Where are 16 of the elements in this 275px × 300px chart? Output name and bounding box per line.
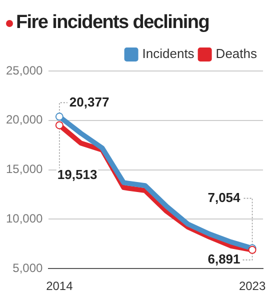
legend-label: Deaths <box>216 46 258 62</box>
y-tick-label: 10,000 <box>6 212 44 226</box>
y-tick-label: 5,000 <box>12 260 44 275</box>
y-tick-label: 20,000 <box>6 112 44 127</box>
point <box>55 121 64 130</box>
annotation: 7,054 <box>208 190 242 205</box>
legend-label: Incidents <box>142 46 195 62</box>
annotation: 20,377 <box>69 94 110 110</box>
y-tick-label: 25,000 <box>6 63 44 78</box>
x-tick-label: 2023 <box>238 279 266 294</box>
x-tick-label: 2014 <box>46 279 74 294</box>
point <box>55 112 64 121</box>
y-tick-label: 15,000 <box>6 162 44 176</box>
annotation: 19,513 <box>57 166 98 182</box>
chart-title: Fire incidents declining <box>16 12 210 34</box>
annotation: 6,891 <box>208 251 240 266</box>
